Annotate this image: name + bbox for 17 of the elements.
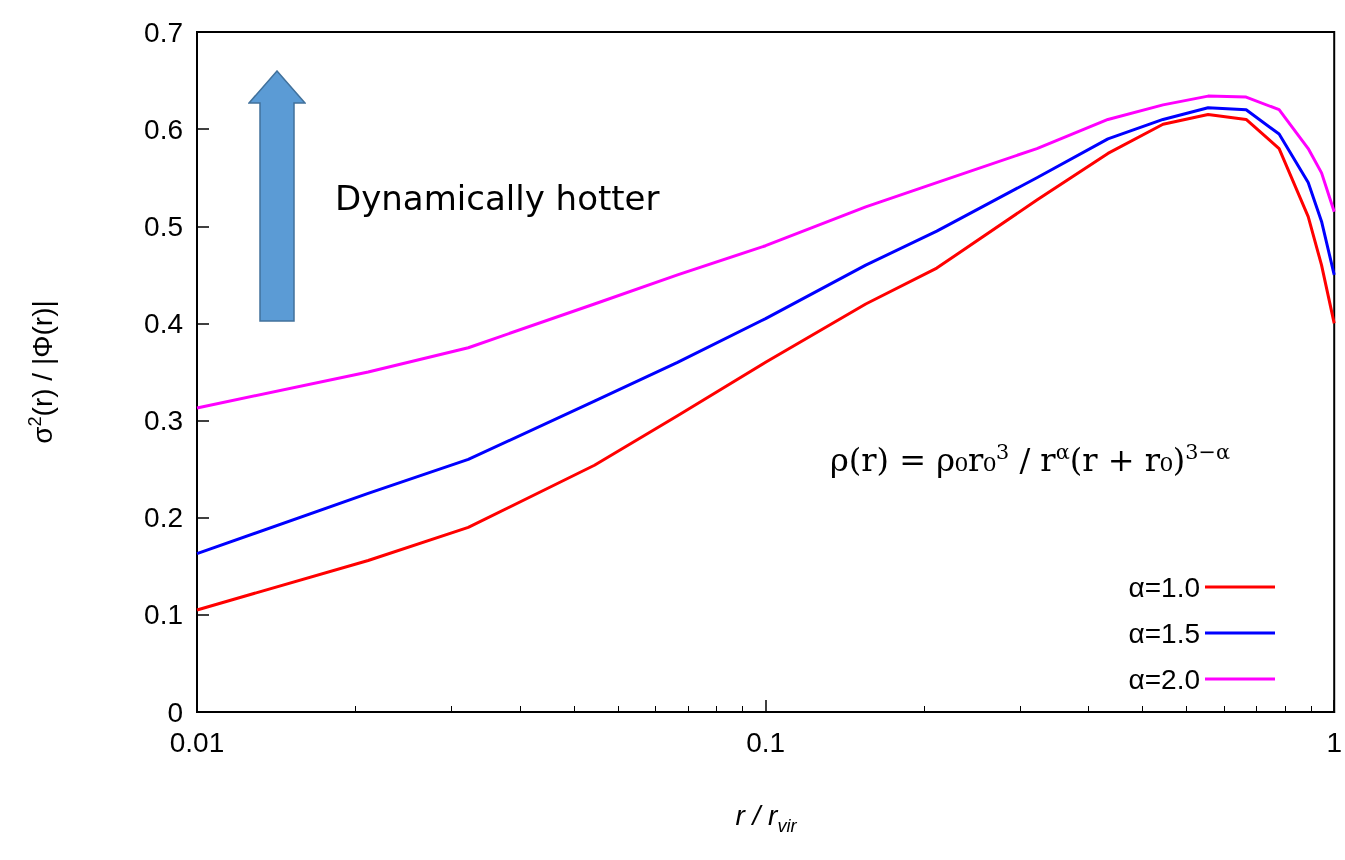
legend-label: α=1.0 xyxy=(1128,571,1200,603)
annotation: Dynamically hotter xyxy=(335,178,660,218)
annotation: ρ(r) = ρ₀r₀$^{3}$ / r$^{α}$(r + r₀)$^{3−α}$ xyxy=(830,440,1230,479)
y-tick-label: 0.6 xyxy=(144,113,183,145)
x-axis-title: r / r$_{vir}$ xyxy=(735,800,797,837)
y-tick-label: 0 xyxy=(167,696,183,728)
x-tick-label: 1 xyxy=(1326,726,1342,758)
y-tick-label: 0.7 xyxy=(144,16,183,48)
legend-label: α=1.5 xyxy=(1128,617,1200,649)
x-tick-label: 0.1 xyxy=(746,726,786,758)
legend-label: α=2.0 xyxy=(1128,663,1200,695)
x-tick-label: 0.01 xyxy=(169,726,225,758)
y-tick-label: 0.3 xyxy=(144,405,183,437)
y-tick-label: 0.1 xyxy=(144,599,183,631)
y-tick-label: 0.2 xyxy=(144,502,183,534)
y-tick-label: 0.5 xyxy=(144,210,183,242)
y-tick-label: 0.4 xyxy=(144,307,183,339)
